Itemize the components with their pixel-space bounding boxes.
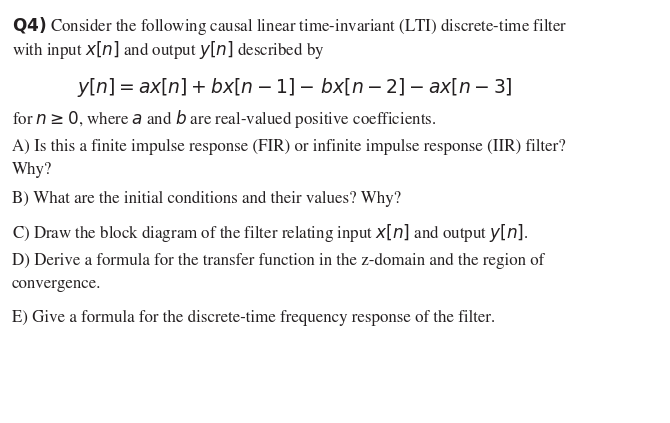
Text: with input $x[n]$ and output $y[n]$ described by: with input $x[n]$ and output $y[n]$ desc… [12,39,324,61]
Text: for $n \geq 0$, where $a$ and $b$ are real-valued positive coefficients.: for $n \geq 0$, where $a$ and $b$ are re… [12,108,436,130]
Text: B) What are the initial conditions and their values? Why?: B) What are the initial conditions and t… [12,191,401,207]
Text: convergence.: convergence. [12,276,101,292]
Text: C) Draw the block diagram of the filter relating input $x[n]$ and output $y[n]$.: C) Draw the block diagram of the filter … [12,222,529,244]
Text: $y[n] = ax[n] + bx[n-1]-\,bx[n-2]-ax[n-3]$: $y[n] = ax[n] + bx[n-1]-\,bx[n-2]-ax[n-3… [77,76,513,99]
Text: Why?: Why? [12,162,52,178]
Text: A) Is this a finite impulse response (FIR) or infinite impulse response (IIR) fi: A) Is this a finite impulse response (FI… [12,139,565,155]
Text: D) Derive a formula for the transfer function in the z-domain and the region of: D) Derive a formula for the transfer fun… [12,253,544,269]
Text: E) Give a formula for the discrete-time frequency response of the filter.: E) Give a formula for the discrete-time … [12,310,495,326]
Text: $\mathbf{Q4)}$ Consider the following causal linear time-invariant (LTI) discret: $\mathbf{Q4)}$ Consider the following ca… [12,15,567,37]
